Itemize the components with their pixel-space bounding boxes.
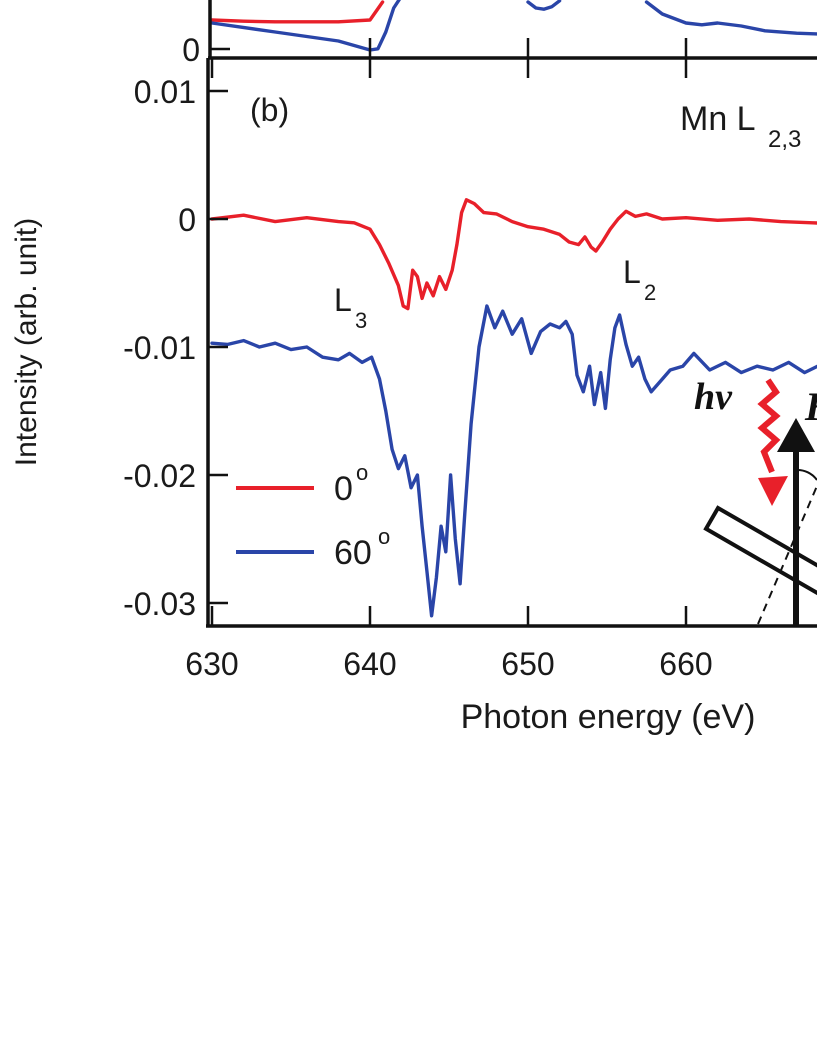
y-tick-label: -0.01	[123, 330, 196, 366]
chart-title: Mn L 2,3	[680, 100, 801, 153]
x-axis-label: Photon energy (eV)	[461, 698, 756, 736]
y-tick-label: -0.03	[123, 586, 196, 622]
legend-degree-0deg: o	[356, 460, 368, 485]
photon-wave-icon	[757, 378, 781, 474]
chart-title-sub: 2,3	[768, 126, 801, 153]
x-tick-label: 640	[343, 646, 396, 682]
panel-label-b: (b)	[250, 92, 289, 128]
series-0deg-line	[210, 198, 817, 311]
legend-degree-60deg: o	[378, 524, 390, 549]
annotation-l3-letter: L	[334, 282, 352, 318]
annotation-l2: L 2	[623, 254, 656, 305]
series-60deg-line	[210, 304, 817, 618]
panel-a-y-tick-label: 0	[182, 32, 200, 68]
sample-slab-icon	[703, 505, 817, 602]
x-tick-label: 660	[659, 646, 712, 682]
y-tick-label: 0	[178, 202, 196, 238]
y-axis-label: Intensity (arb. unit)	[10, 218, 43, 466]
annotation-l2-letter: L	[623, 254, 641, 290]
x-tick-label: 650	[501, 646, 554, 682]
panel-a-series-60deg-cont-line	[526, 0, 562, 11]
chart-title-main: Mn L	[680, 100, 756, 138]
legend-label-0deg: 0	[334, 470, 353, 508]
legend-label-60deg: 60	[334, 534, 372, 572]
panel-b: 0.010-0.01-0.02-0.03 630640650660670 (b)…	[10, 56, 817, 736]
y-tick-label: 0.01	[134, 74, 196, 110]
inset-h-label: H	[804, 384, 817, 429]
inset-geometry: hv H	[694, 376, 817, 626]
annotation-l2-sub: 2	[644, 280, 656, 305]
annotation-l3-sub: 3	[355, 308, 367, 333]
y-tick-label: -0.02	[123, 458, 196, 494]
inset-hv-label: hv	[694, 376, 733, 418]
panel-a-series-60deg-line	[210, 0, 402, 52]
annotation-l3: L 3	[334, 282, 367, 333]
angle-arc-icon	[795, 468, 817, 481]
field-arrowhead-icon	[777, 418, 815, 452]
x-tick-label: 630	[185, 646, 238, 682]
legend: 0 o 60 o	[236, 460, 390, 572]
normal-dashed-line-icon	[757, 485, 817, 625]
panel-a: 0	[182, 0, 817, 68]
panel-a-series-60deg-tail-line	[644, 0, 817, 36]
photon-arrowhead-icon	[758, 476, 788, 506]
panel-a-series-0deg-line	[210, 0, 385, 24]
